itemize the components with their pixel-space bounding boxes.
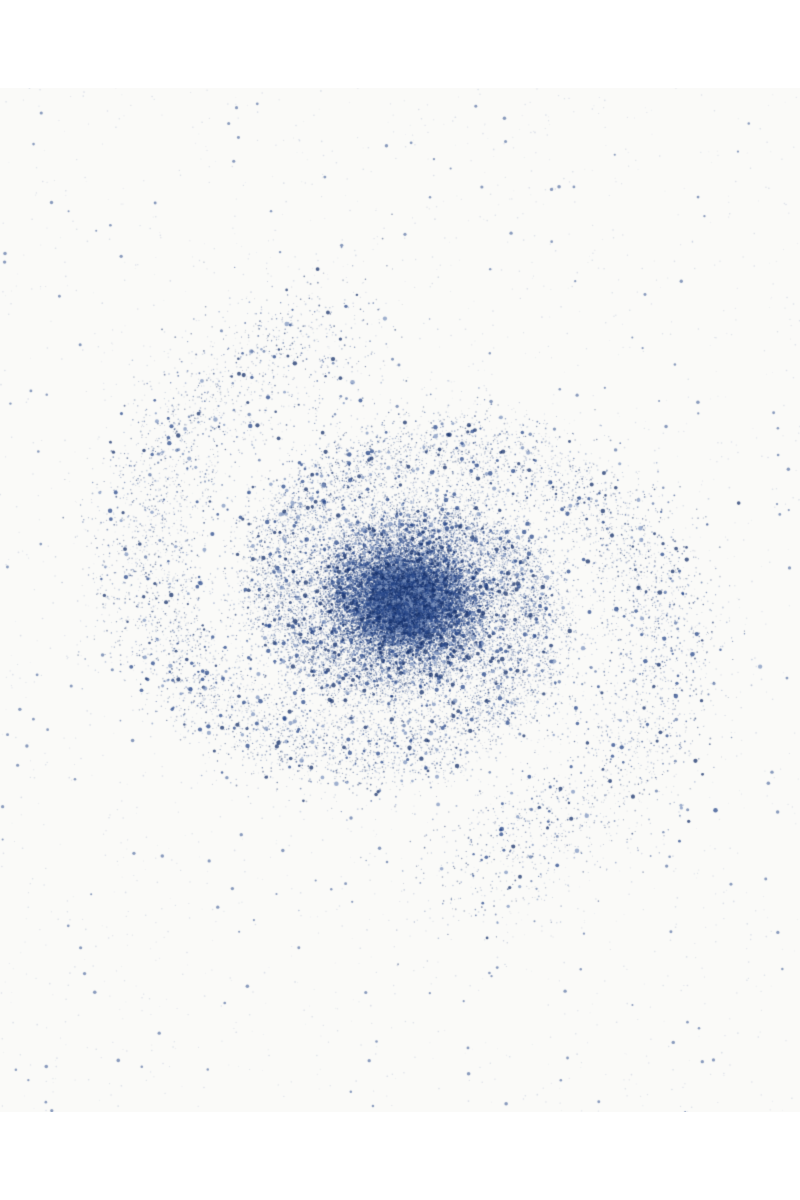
galaxy-print: [0, 88, 800, 1112]
spiral-galaxy-image: [0, 88, 800, 1112]
